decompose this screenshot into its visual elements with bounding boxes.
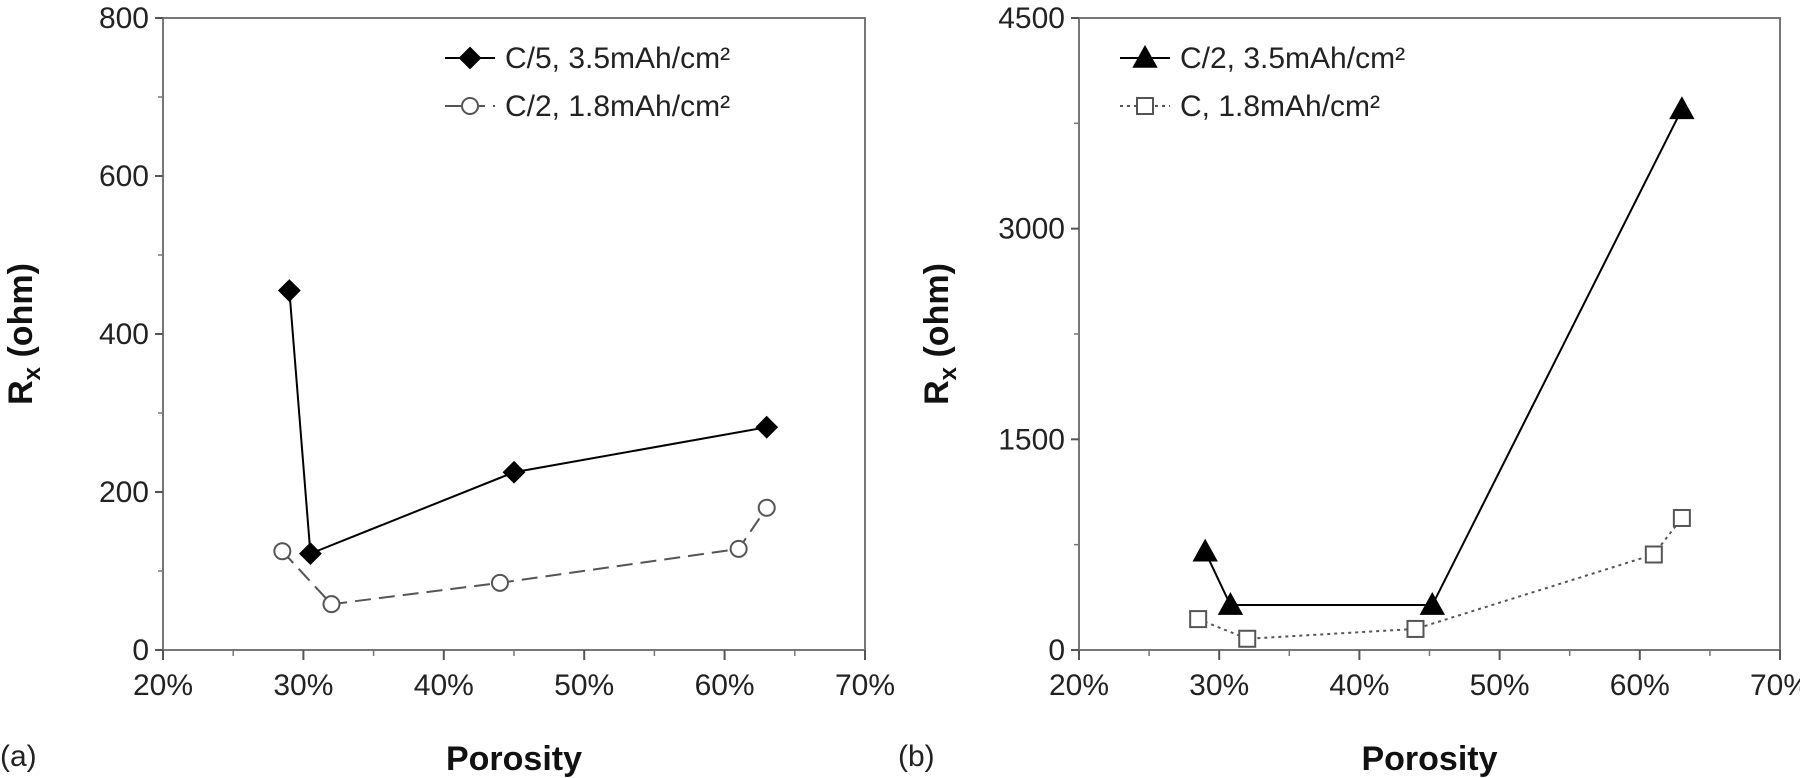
y-tick-label: 4500 <box>998 2 1065 35</box>
x-tick-label: 40% <box>414 669 474 702</box>
legend-label: C/2, 3.5mAh/cm² <box>1180 42 1405 75</box>
data-point <box>1217 591 1244 615</box>
x-axis-title: Porosity <box>446 740 582 778</box>
y-tick-label: 800 <box>99 2 149 35</box>
y-tick-label: 0 <box>132 634 149 667</box>
y-tick-label: 3000 <box>998 213 1065 246</box>
legend-label: C, 1.8mAh/cm² <box>1180 90 1380 123</box>
data-point <box>755 415 779 439</box>
panel-label: (b) <box>898 740 935 773</box>
x-tick-label: 30% <box>273 669 333 702</box>
legend-marker <box>1136 97 1154 115</box>
data-point <box>299 542 322 566</box>
x-tick-label: 30% <box>1189 669 1249 702</box>
x-tick-label: 20% <box>133 669 193 702</box>
series-2 <box>1189 508 1691 648</box>
data-point <box>1419 591 1446 615</box>
data-point <box>322 595 341 614</box>
series-1 <box>277 279 779 566</box>
series-1 <box>1192 96 1695 615</box>
series-line <box>281 507 768 606</box>
data-point <box>490 573 509 592</box>
legend-label: C/2, 1.8mAh/cm² <box>505 90 730 123</box>
y-axis-title: Rx (ohm) <box>2 263 46 405</box>
legend: C/2, 3.5mAh/cm² C, 1.8mAh/cm² <box>1120 42 1405 123</box>
x-tick-label: 50% <box>1470 669 1530 702</box>
data-point <box>1192 538 1218 562</box>
y-tick-label: 600 <box>99 160 149 193</box>
chart-panel-b: 0 1500 3000 4500 20% 30% 40% 50% 60% 70% Porosity R… <box>898 2 1800 778</box>
panel-label: (a) <box>0 740 37 773</box>
x-tick-label: 60% <box>695 669 755 702</box>
data-point <box>1672 508 1691 527</box>
x-tick-label: 60% <box>1610 669 1670 702</box>
data-point <box>273 542 292 561</box>
data-point <box>1189 610 1208 629</box>
x-tick-label: 40% <box>1329 669 1389 702</box>
legend-marker <box>461 97 479 115</box>
legend: C/5, 3.5mAh/cm² C/2, 1.8mAh/cm² <box>445 42 730 123</box>
series-line <box>288 290 767 556</box>
data-point <box>1406 619 1425 638</box>
y-axis-title: Rx (ohm) <box>918 263 962 405</box>
y-tick-label: 0 <box>1048 634 1065 667</box>
x-tick-label: 70% <box>835 669 895 702</box>
x-tick-label: 50% <box>554 669 614 702</box>
series-2 <box>273 498 776 614</box>
data-point <box>729 539 748 558</box>
data-point <box>277 279 301 302</box>
series-line <box>1197 517 1683 640</box>
data-point <box>502 460 526 484</box>
y-tick-label: 1500 <box>998 423 1065 456</box>
legend-marker <box>1132 44 1158 68</box>
chart-panel-a: 0 200 400 600 800 20% 30% 40% 50% 60% 70% Porosity R… <box>0 2 895 778</box>
data-point <box>1238 629 1257 648</box>
y-tick-label: 200 <box>99 476 149 509</box>
x-tick-label: 70% <box>1750 669 1800 702</box>
data-point <box>757 498 776 517</box>
y-tick-label: 400 <box>99 318 149 351</box>
legend-marker <box>458 46 482 70</box>
series-line <box>1204 108 1683 607</box>
x-tick-label: 20% <box>1049 669 1109 702</box>
data-point <box>1644 545 1663 564</box>
legend-label: C/5, 3.5mAh/cm² <box>505 42 730 75</box>
x-axis-title: Porosity <box>1361 740 1497 778</box>
data-point <box>1669 96 1695 120</box>
